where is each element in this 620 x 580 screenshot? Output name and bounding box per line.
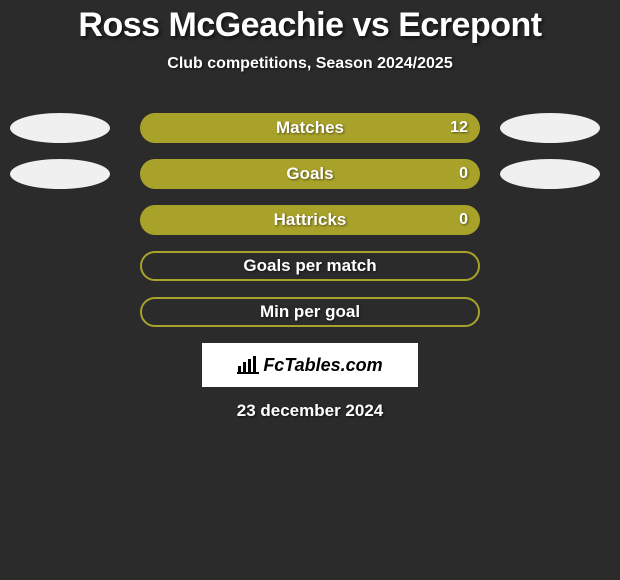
stat-row: Goals 0	[0, 159, 620, 189]
stat-label: Min per goal	[260, 302, 360, 322]
stat-bar: Goals 0	[140, 159, 480, 189]
brand-logo: FcTables.com	[237, 355, 382, 376]
right-player-pill	[500, 159, 600, 189]
stat-value: 0	[459, 165, 468, 183]
stat-bar: Matches 12	[140, 113, 480, 143]
brand-logo-box: FcTables.com	[202, 343, 418, 387]
bar-chart-icon	[237, 356, 259, 374]
page-subtitle: Club competitions, Season 2024/2025	[0, 55, 620, 73]
stat-bar: Goals per match	[140, 251, 480, 281]
left-player-pill	[10, 159, 110, 189]
left-player-pill	[10, 113, 110, 143]
stat-rows: Matches 12 Goals 0 Hattricks 0 Goals per match…	[0, 113, 620, 327]
stat-label: Hattricks	[274, 210, 347, 230]
stat-row: Hattricks 0	[0, 205, 620, 235]
stat-label: Goals per match	[243, 256, 376, 276]
stat-label: Goals	[286, 164, 333, 184]
stat-label: Matches	[276, 118, 344, 138]
stat-bar: Hattricks 0	[140, 205, 480, 235]
stat-row: Goals per match	[0, 251, 620, 281]
infographic-date: 23 december 2024	[0, 401, 620, 421]
stat-row: Min per goal	[0, 297, 620, 327]
stat-value: 12	[450, 119, 468, 137]
stat-row: Matches 12	[0, 113, 620, 143]
right-player-pill	[500, 113, 600, 143]
page-title: Ross McGeachie vs Ecrepont	[0, 6, 620, 45]
brand-text: FcTables.com	[263, 355, 382, 376]
infographic: Ross McGeachie vs Ecrepont Club competit…	[0, 0, 620, 421]
stat-bar: Min per goal	[140, 297, 480, 327]
stat-value: 0	[459, 211, 468, 229]
